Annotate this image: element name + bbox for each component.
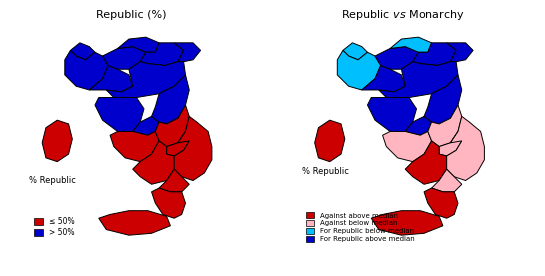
Polygon shape <box>70 43 95 60</box>
Polygon shape <box>424 75 462 124</box>
Polygon shape <box>167 131 189 156</box>
Polygon shape <box>314 120 345 162</box>
Polygon shape <box>390 37 432 52</box>
Polygon shape <box>65 51 108 90</box>
Legend: Against above median, Against below median, For Republic below median, For Repub: Against above median, Against below medi… <box>303 209 417 245</box>
Polygon shape <box>42 120 72 162</box>
Polygon shape <box>424 188 458 218</box>
Text: % Republic: % Republic <box>301 167 348 176</box>
Polygon shape <box>405 141 447 184</box>
Polygon shape <box>174 43 201 62</box>
Polygon shape <box>174 116 212 181</box>
Polygon shape <box>367 97 416 131</box>
Polygon shape <box>152 75 189 124</box>
Polygon shape <box>428 105 462 147</box>
Polygon shape <box>439 131 462 156</box>
Polygon shape <box>375 47 419 69</box>
Polygon shape <box>371 211 443 235</box>
Polygon shape <box>140 43 184 65</box>
Polygon shape <box>152 188 185 218</box>
Polygon shape <box>95 97 144 131</box>
Polygon shape <box>447 43 473 62</box>
Polygon shape <box>118 37 159 52</box>
Polygon shape <box>102 47 146 69</box>
Polygon shape <box>383 131 432 162</box>
Polygon shape <box>89 65 132 92</box>
Text: % Republic: % Republic <box>29 176 76 185</box>
Polygon shape <box>132 116 159 135</box>
Polygon shape <box>432 169 462 192</box>
Polygon shape <box>110 131 159 162</box>
Legend: ≤ 50%, > 50%: ≤ 50%, > 50% <box>31 214 78 240</box>
Polygon shape <box>379 62 458 97</box>
Polygon shape <box>405 116 432 135</box>
Title: Republic $\it{vs}$ Monarchy: Republic $\it{vs}$ Monarchy <box>341 8 465 22</box>
Polygon shape <box>132 141 174 184</box>
Polygon shape <box>155 105 189 147</box>
Polygon shape <box>337 51 380 90</box>
Polygon shape <box>159 169 189 192</box>
Polygon shape <box>413 43 456 65</box>
Polygon shape <box>362 65 405 92</box>
Polygon shape <box>99 211 171 235</box>
Polygon shape <box>447 116 485 181</box>
Title: Republic (%): Republic (%) <box>95 10 166 20</box>
Polygon shape <box>106 62 185 97</box>
Polygon shape <box>343 43 367 60</box>
